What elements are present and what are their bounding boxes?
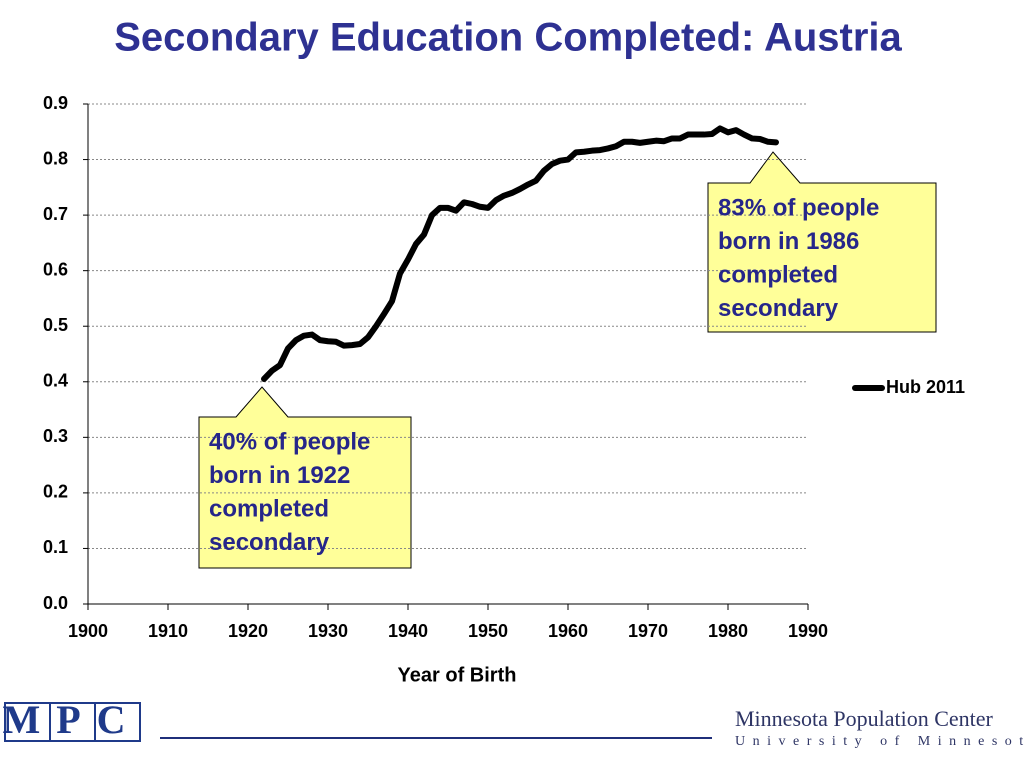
x-tick-label: 1960 bbox=[548, 621, 588, 641]
callout-box bbox=[198, 386, 412, 569]
y-tick-label: 0.2 bbox=[43, 482, 68, 502]
annotation-text: born in 1922 bbox=[209, 462, 350, 489]
x-tick-label: 1910 bbox=[148, 621, 188, 641]
y-tick-label: 0.8 bbox=[43, 148, 68, 168]
x-tick-label: 1950 bbox=[468, 621, 508, 641]
x-tick-label: 1970 bbox=[628, 621, 668, 641]
y-tick-label: 0.1 bbox=[43, 537, 68, 557]
data-line bbox=[261, 125, 779, 382]
y-tick-label: 0.9 bbox=[43, 93, 68, 113]
legend-label: Hub 2011 bbox=[886, 377, 965, 397]
x-tick-label: 1990 bbox=[788, 621, 828, 641]
chart-title: Secondary Education Completed: Austria bbox=[114, 16, 902, 60]
y-tick-label: 0.7 bbox=[43, 204, 68, 224]
y-tick-label: 0.0 bbox=[43, 593, 68, 613]
annotation-text: 83% of people bbox=[718, 194, 879, 221]
annotation-text: secondary bbox=[718, 295, 839, 322]
x-tick-label: 1980 bbox=[708, 621, 748, 641]
annotation-text: completed bbox=[209, 495, 329, 522]
y-tick-label: 0.6 bbox=[43, 259, 68, 279]
footer-organization: Minnesota Population Center bbox=[735, 706, 994, 731]
y-tick-label: 0.5 bbox=[43, 315, 68, 335]
annotation-text: completed bbox=[718, 261, 838, 288]
logo-frame bbox=[4, 702, 141, 742]
x-tick-label: 1940 bbox=[388, 621, 428, 641]
x-tick-label: 1930 bbox=[308, 621, 348, 641]
annotation-text: secondary bbox=[209, 529, 330, 556]
y-tick-label: 0.4 bbox=[43, 371, 68, 391]
y-tick-label: 0.3 bbox=[43, 426, 68, 446]
x-tick-label: 1900 bbox=[68, 621, 108, 641]
x-axis-label: Year of Birth bbox=[398, 664, 517, 686]
logo: MPC bbox=[2, 697, 141, 742]
annotation-text: 40% of people bbox=[209, 428, 370, 455]
x-tick-label: 1920 bbox=[228, 621, 268, 641]
callout-box bbox=[707, 151, 937, 333]
footer-university: University of Minnesota bbox=[735, 734, 1024, 749]
annotation-text: born in 1986 bbox=[718, 228, 859, 255]
